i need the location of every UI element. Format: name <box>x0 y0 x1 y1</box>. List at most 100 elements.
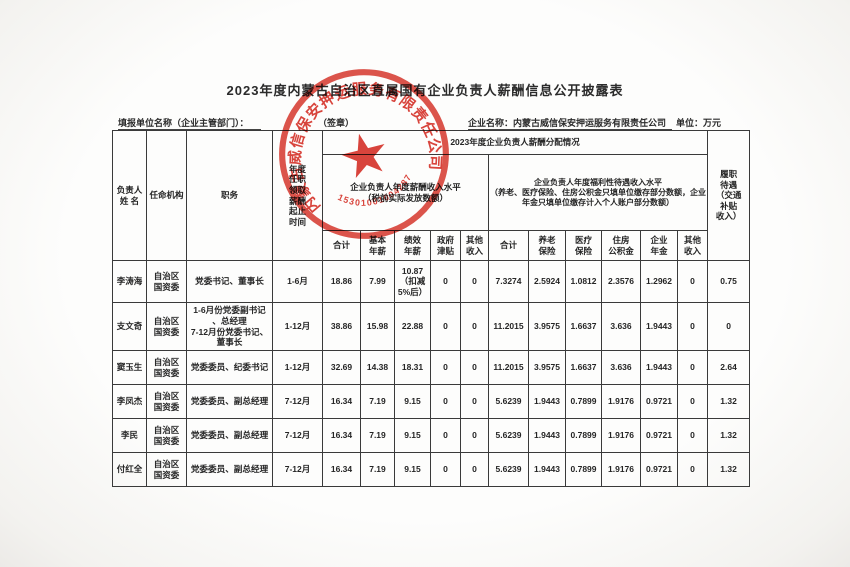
cell: 自治区 国资委 <box>146 350 187 385</box>
cell: 支文奇 <box>112 302 147 351</box>
cell: 自治区 国资委 <box>146 302 187 351</box>
cell: 0 <box>430 418 461 453</box>
cell: 自治区 国资委 <box>146 418 187 453</box>
cell: 1.9443 <box>640 350 678 385</box>
header-welfare-other: 其他 收入 <box>676 230 709 261</box>
cell: 0 <box>430 260 461 303</box>
cell: 7-12月 <box>272 384 323 419</box>
cell: 7-12月 <box>272 452 323 487</box>
cell: 2.5924 <box>528 260 566 303</box>
cell: 7.3274 <box>488 260 529 303</box>
cell: 18.31 <box>394 350 431 385</box>
report-unit-label: 填报单位名称（企业主管部门）： <box>118 116 261 130</box>
salary-disclosure-table: 负责人 姓 名 任命机构 职务 年度 任职 领取 薪酬 起止 时间 2023年度… <box>112 130 751 487</box>
cell: 32.69 <box>322 350 361 385</box>
header-other-income: 其他 收入 <box>460 230 489 261</box>
cell: 1.9443 <box>528 452 566 487</box>
cell: 0.9721 <box>640 452 678 487</box>
cell: 自治区 国资委 <box>146 260 187 303</box>
cell: 16.34 <box>322 418 361 453</box>
header-org: 任命机构 <box>146 130 187 261</box>
cell: 7.19 <box>360 452 395 487</box>
cell: 自治区 国资委 <box>146 452 187 487</box>
cell: 1-12月 <box>272 302 323 351</box>
cell: 0 <box>676 452 709 487</box>
cell: 16.34 <box>322 384 361 419</box>
cell: 0 <box>430 350 461 385</box>
cell: 5.6239 <box>488 384 529 419</box>
cell: 3.636 <box>601 350 641 385</box>
cell: 0 <box>676 302 709 351</box>
cell: 11.2015 <box>488 302 529 351</box>
cell: 10.87 （扣减 5%后） <box>394 260 431 303</box>
cell: 2.64 <box>707 350 751 385</box>
cell: 0.7899 <box>565 452 602 487</box>
cell: 党委委员、副总经理 <box>186 418 273 453</box>
cell: 0 <box>460 452 489 487</box>
cell: 1.9443 <box>528 384 566 419</box>
header-pension: 养老 保险 <box>528 230 566 261</box>
cell: 0 <box>460 418 489 453</box>
seal-label: （签章） <box>318 118 355 128</box>
cell: 1.2962 <box>640 260 678 303</box>
cell: 3.9575 <box>528 350 566 385</box>
table-row: 支文奇 自治区 国资委 1-6月份党委副书记 、总经理 7-12月份党委书记、 … <box>112 302 751 351</box>
cell: 0.7899 <box>565 384 602 419</box>
header-performance-salary: 绩效 年薪 <box>394 230 431 261</box>
cell: 15.98 <box>360 302 395 351</box>
cell: 9.15 <box>394 418 431 453</box>
cell: 1.32 <box>707 418 751 453</box>
cell: 0 <box>460 302 489 351</box>
cell: 1-6月 <box>272 260 323 303</box>
cell: 11.2015 <box>488 350 529 385</box>
cell: 1.9176 <box>601 452 641 487</box>
cell: 14.38 <box>360 350 395 385</box>
cell: 0 <box>460 350 489 385</box>
cell: 5.6239 <box>488 452 529 487</box>
header-welfare-total: 合计 <box>488 230 529 261</box>
cell: 1.9443 <box>640 302 678 351</box>
cell: 0.9721 <box>640 418 678 453</box>
header-position: 职务 <box>186 130 273 261</box>
cell: 1.0812 <box>565 260 602 303</box>
cell: 5.6239 <box>488 418 529 453</box>
cell: 李民 <box>112 418 147 453</box>
cell: 李凤杰 <box>112 384 147 419</box>
table-row: 李涛海 自治区 国资委 党委书记、董事长 1-6月 18.86 7.99 10.… <box>112 260 751 303</box>
header-housing-fund: 住房 公积金 <box>601 230 641 261</box>
cell: 0 <box>430 384 461 419</box>
cell: 自治区 国资委 <box>146 384 187 419</box>
table-row: 李凤杰 自治区 国资委 党委委员、副总经理 7-12月 16.34 7.19 9… <box>112 384 751 419</box>
cell: 1.9176 <box>601 384 641 419</box>
cell: 7.99 <box>360 260 395 303</box>
cell: 1.6637 <box>565 302 602 351</box>
cell: 0 <box>676 384 709 419</box>
cell: 3.9575 <box>528 302 566 351</box>
cell: 18.86 <box>322 260 361 303</box>
header-annuity: 企业 年金 <box>640 230 678 261</box>
header-gov-subsidy: 政府 津贴 <box>430 230 461 261</box>
header-duty-allowance: 履职 待遇 （交通 补贴 收入） <box>707 130 751 261</box>
cell: 0 <box>430 452 461 487</box>
cell: 1.9443 <box>528 418 566 453</box>
cell: 0 <box>707 302 751 351</box>
cell: 16.34 <box>322 452 361 487</box>
cell: 7-12月 <box>272 418 323 453</box>
header-base-salary: 基本 年薪 <box>360 230 395 261</box>
cell: 0.7899 <box>565 418 602 453</box>
cell: 0 <box>460 384 489 419</box>
cell: 22.88 <box>394 302 431 351</box>
header-medical: 医疗 保险 <box>565 230 602 261</box>
cell: 0 <box>676 418 709 453</box>
cell: 1-12月 <box>272 350 323 385</box>
cell: 38.86 <box>322 302 361 351</box>
cell: 2.3576 <box>601 260 641 303</box>
cell: 1-6月份党委副书记 、总经理 7-12月份党委书记、 董事长 <box>186 302 273 351</box>
cell: 窦玉生 <box>112 350 147 385</box>
table-row: 付红全 自治区 国资委 党委委员、副总经理 7-12月 16.34 7.19 9… <box>112 452 751 487</box>
cell: 0 <box>676 350 709 385</box>
cell: 1.9176 <box>601 418 641 453</box>
header-group-salary: 企业负责人年度薪酬收入水平 （税前实际发放数额） <box>322 154 489 231</box>
cell: 1.32 <box>707 452 751 487</box>
